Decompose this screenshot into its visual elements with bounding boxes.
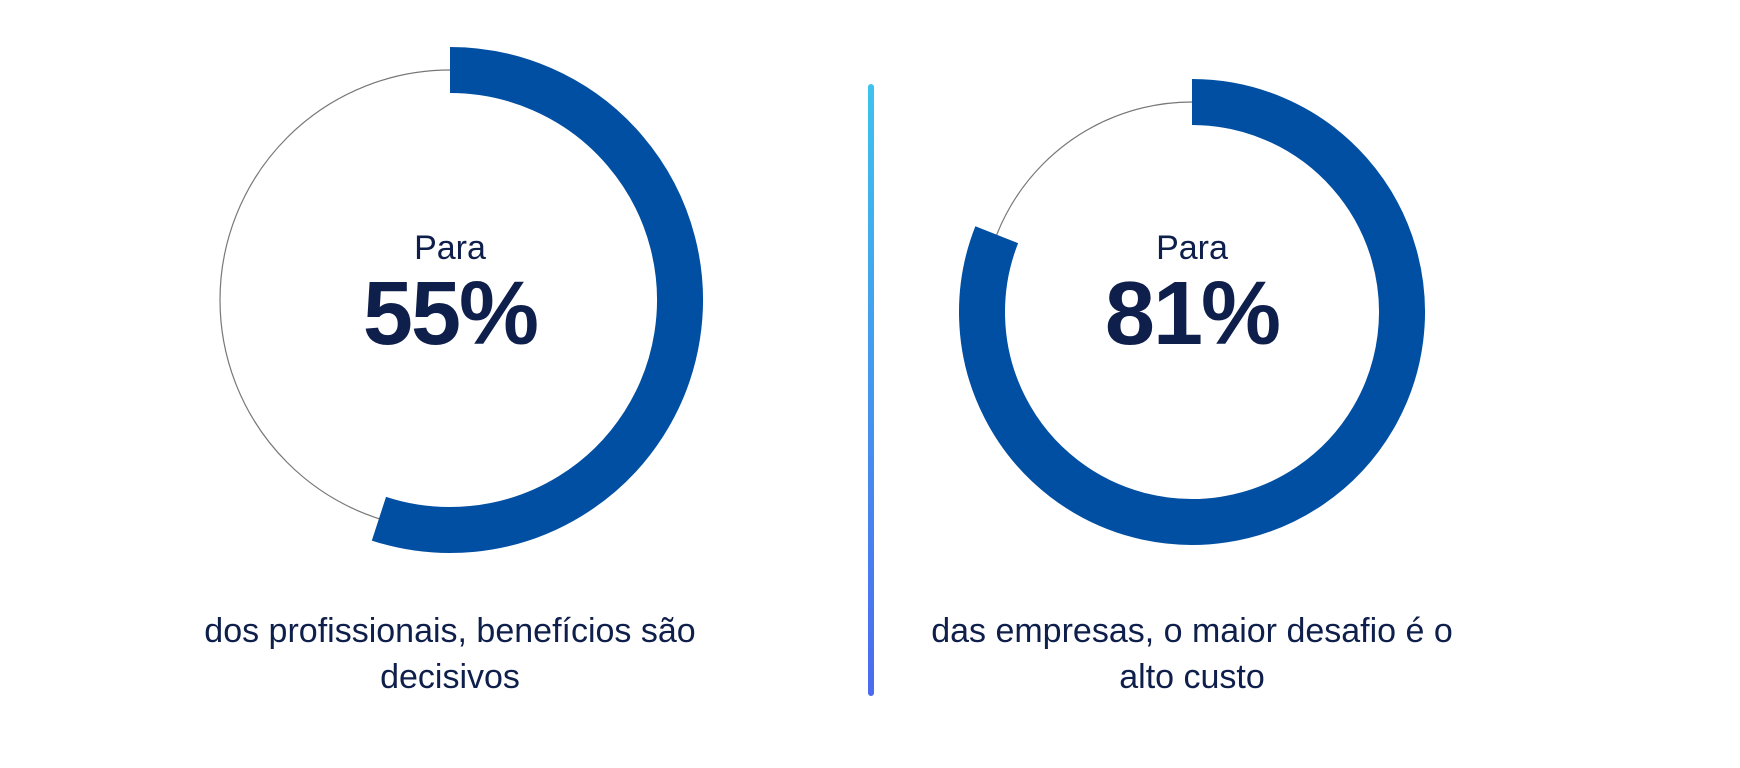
- donut-chart-right: [959, 79, 1425, 545]
- caption-line: das empresas, o maior desafio é o: [931, 612, 1453, 650]
- caption-line: dos profissionais, benefícios são: [204, 612, 696, 650]
- caption-line: decisivos: [380, 658, 520, 696]
- stat-caption-left: dos profissionais, benefícios são decisi…: [140, 608, 760, 700]
- stat-panel-professionals: Para 55% dos profissionais, benefícios s…: [120, 0, 820, 768]
- stat-caption-right: das empresas, o maior desafio é o alto c…: [882, 608, 1502, 700]
- stat-prefix: Para: [414, 229, 486, 267]
- stat-value: 81%: [1104, 264, 1281, 364]
- vertical-divider: [868, 84, 874, 696]
- donut-arc-right: [959, 79, 1425, 545]
- donut-chart-left: [219, 47, 703, 553]
- caption-line: alto custo: [1119, 658, 1265, 696]
- center-label-left: Para 55%: [300, 228, 600, 360]
- center-label-right: Para 81%: [1042, 228, 1342, 360]
- donut-arc-left: [371, 47, 703, 553]
- stat-panel-companies: Para 81% das empresas, o maior desafio é…: [920, 0, 1620, 768]
- stat-value: 55%: [362, 264, 539, 364]
- stat-prefix: Para: [1156, 229, 1228, 267]
